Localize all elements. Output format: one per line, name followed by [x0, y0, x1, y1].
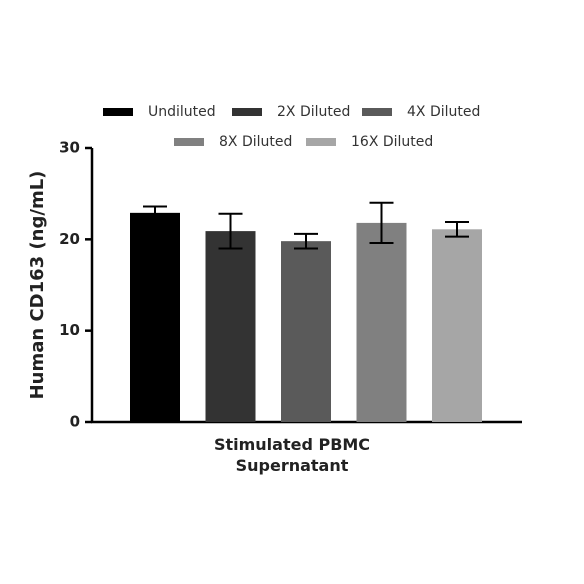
- y-tick-label: 30: [59, 139, 80, 157]
- legend-label: 4X Diluted: [407, 104, 480, 120]
- error-bar: [369, 201, 394, 244]
- error-bar: [218, 212, 243, 250]
- legend-swatch: [232, 108, 262, 116]
- legend-swatch: [362, 108, 392, 116]
- y-tick-label: 0: [70, 413, 80, 431]
- error-bar: [445, 220, 469, 238]
- bar: [130, 212, 180, 422]
- x-tick-label: Stimulated PBMC Supernatant: [213, 435, 371, 475]
- bar: [356, 222, 407, 422]
- legend-label: 16X Diluted: [351, 134, 433, 150]
- legend-label: 8X Diluted: [219, 134, 292, 150]
- error-bar: [294, 232, 318, 250]
- bar: [432, 229, 482, 422]
- legend-swatch: [103, 108, 133, 116]
- y-axis-label: Human CD163 (ng/mL): [27, 171, 48, 400]
- legend-swatch: [306, 138, 336, 146]
- bar: [281, 241, 331, 422]
- y-tick-label: 20: [59, 230, 80, 248]
- error-bar: [143, 205, 167, 221]
- legend-label: 2X Diluted: [277, 104, 350, 120]
- legend-swatch: [174, 138, 204, 146]
- legend-label: Undiluted: [148, 104, 216, 120]
- y-tick-label: 10: [59, 321, 80, 339]
- bar: [205, 231, 256, 422]
